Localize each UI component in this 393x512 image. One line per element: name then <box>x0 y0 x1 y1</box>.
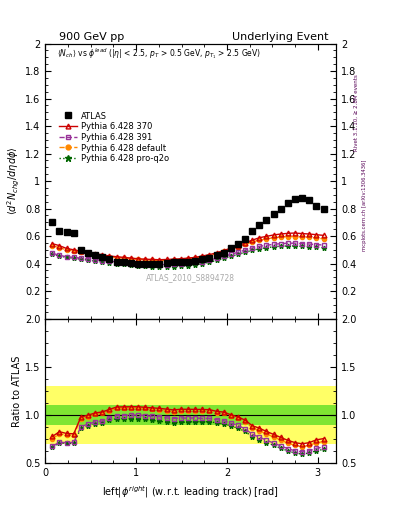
Text: mcplots.cern.ch [arXiv:1306.3436]: mcplots.cern.ch [arXiv:1306.3436] <box>362 159 367 250</box>
Text: $\langle N_{ch}\rangle$ vs $\phi^{lead}$ ($|\eta|$ < 2.5, $p_T$ > 0.5 GeV, $p_{T: $\langle N_{ch}\rangle$ vs $\phi^{lead}$… <box>57 46 261 61</box>
Text: ATLAS_2010_S8894728: ATLAS_2010_S8894728 <box>146 273 235 282</box>
Text: 900 GeV pp: 900 GeV pp <box>59 32 124 42</box>
Text: Rivet 3.1.10, ≥ 2.8M events: Rivet 3.1.10, ≥ 2.8M events <box>354 74 359 151</box>
X-axis label: left|$\phi^{right}$| (w.r.t. leading track) [rad]: left|$\phi^{right}$| (w.r.t. leading tra… <box>102 484 279 500</box>
Bar <box>45 386 336 444</box>
Text: Underlying Event: Underlying Event <box>231 32 328 42</box>
Y-axis label: $\langle d^2 N_{chg}/d\eta d\phi \rangle$: $\langle d^2 N_{chg}/d\eta d\phi \rangle… <box>6 147 22 216</box>
Y-axis label: Ratio to ATLAS: Ratio to ATLAS <box>12 355 22 426</box>
Bar <box>45 406 336 425</box>
Legend: ATLAS, Pythia 6.428 370, Pythia 6.428 391, Pythia 6.428 default, Pythia 6.428 pr: ATLAS, Pythia 6.428 370, Pythia 6.428 39… <box>55 108 173 166</box>
